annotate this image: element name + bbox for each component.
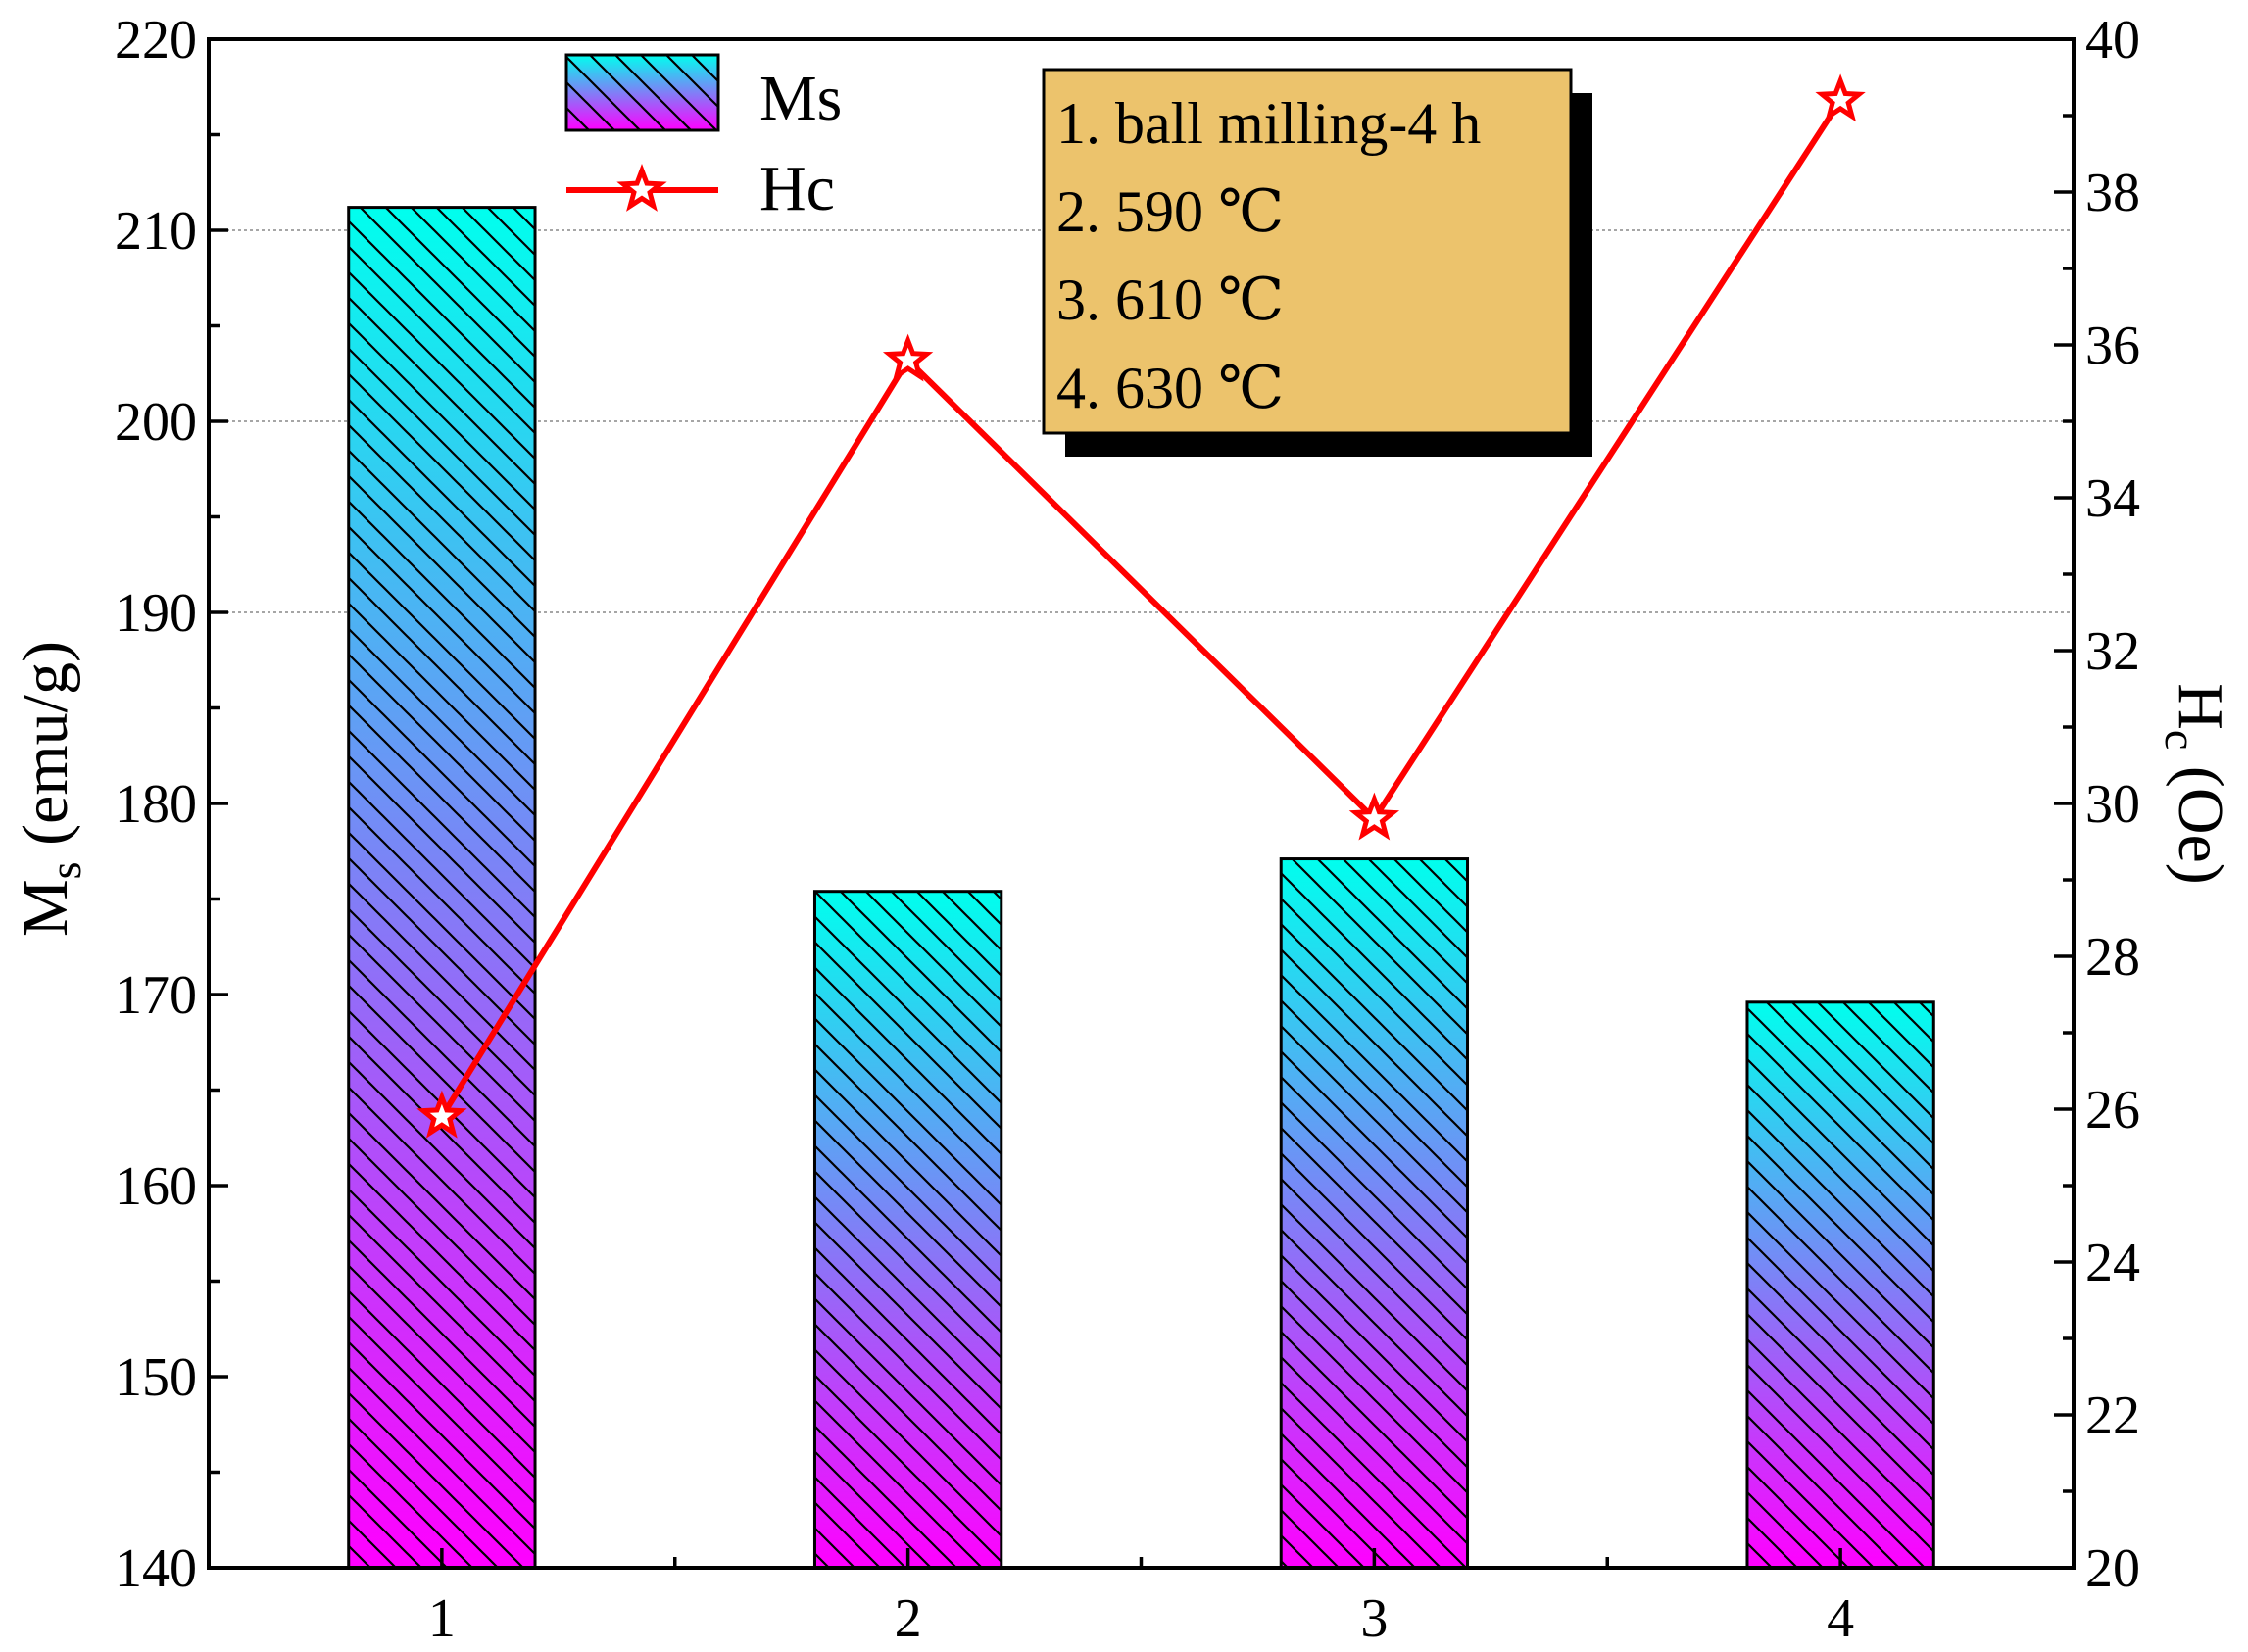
hc-line-path <box>439 98 1843 1119</box>
bar-ms-hatch-4 <box>1745 1000 1935 1570</box>
y-right-tick-label: 20 <box>2085 1538 2140 1599</box>
y-left-tick-label: 170 <box>115 965 197 1026</box>
y-left-tick-label: 150 <box>115 1347 197 1408</box>
hc-point-1 <box>416 1090 467 1139</box>
y-right-tick-label: 22 <box>2085 1385 2140 1446</box>
y-right-tick-label: 40 <box>2085 10 2140 71</box>
y-right-tick-label: 38 <box>2085 163 2140 223</box>
hc-point-4 <box>1815 73 1866 122</box>
legend-swatch-hc-marker <box>616 163 667 212</box>
y-right-tick-label: 24 <box>2085 1233 2140 1293</box>
bar-ms-hatch-2 <box>812 890 1003 1570</box>
y-axis-right-title: Hc (Oe) <box>2156 683 2236 885</box>
y-left-tick-label: 190 <box>115 583 197 644</box>
y-left-tick-label: 220 <box>115 10 197 71</box>
y-left-tick-label: 200 <box>115 392 197 453</box>
x-tick-label: 3 <box>1360 1588 1388 1649</box>
y-left-tick-label: 140 <box>115 1538 197 1599</box>
y-axis-left-title: Ms (emu/g) <box>10 641 90 937</box>
x-tick-label: 1 <box>428 1588 456 1649</box>
y-left-tick-label: 160 <box>115 1156 197 1217</box>
annotation-line-1: 1. ball milling-4 h <box>1056 91 1481 156</box>
y-right-tick-label: 32 <box>2085 621 2140 682</box>
y-right-tick-label: 36 <box>2085 316 2140 376</box>
annotation-box: 1. ball milling-4 h 2. 590 ℃ 3. 610 ℃ 4.… <box>1042 68 1592 457</box>
legend-label-hc: Hc <box>759 153 835 224</box>
y-right-tick-label: 26 <box>2085 1080 2140 1141</box>
annotation-line-4: 4. 630 ℃ <box>1056 356 1284 420</box>
y-right-tick-label: 30 <box>2085 774 2140 835</box>
x-tick-label: 4 <box>1827 1588 1854 1649</box>
axes: 1401501601701801902002102202022242628303… <box>115 10 2140 1649</box>
annotation-panel <box>1042 68 1573 435</box>
bar-ms-hatch-1 <box>347 206 537 1570</box>
hc-point-2 <box>882 333 934 382</box>
y-left-tick-label: 210 <box>115 201 197 262</box>
y-right-tick-label: 28 <box>2085 927 2140 988</box>
x-tick-label: 2 <box>895 1588 922 1649</box>
annotation-line-2: 2. 590 ℃ <box>1056 179 1284 244</box>
legend: Ms Hc <box>564 53 842 224</box>
legend-swatch-ms-hatch <box>566 55 718 130</box>
hc-line <box>416 73 1866 1139</box>
y-left-tick-label: 180 <box>115 774 197 835</box>
hc-point-3 <box>1348 792 1400 841</box>
legend-label-ms: Ms <box>759 63 842 134</box>
bar-ms-hatch-3 <box>1279 857 1470 1570</box>
y-right-tick-label: 34 <box>2085 468 2140 529</box>
grid-lines <box>209 229 2074 613</box>
annotation-line-3: 3. 610 ℃ <box>1056 267 1284 332</box>
